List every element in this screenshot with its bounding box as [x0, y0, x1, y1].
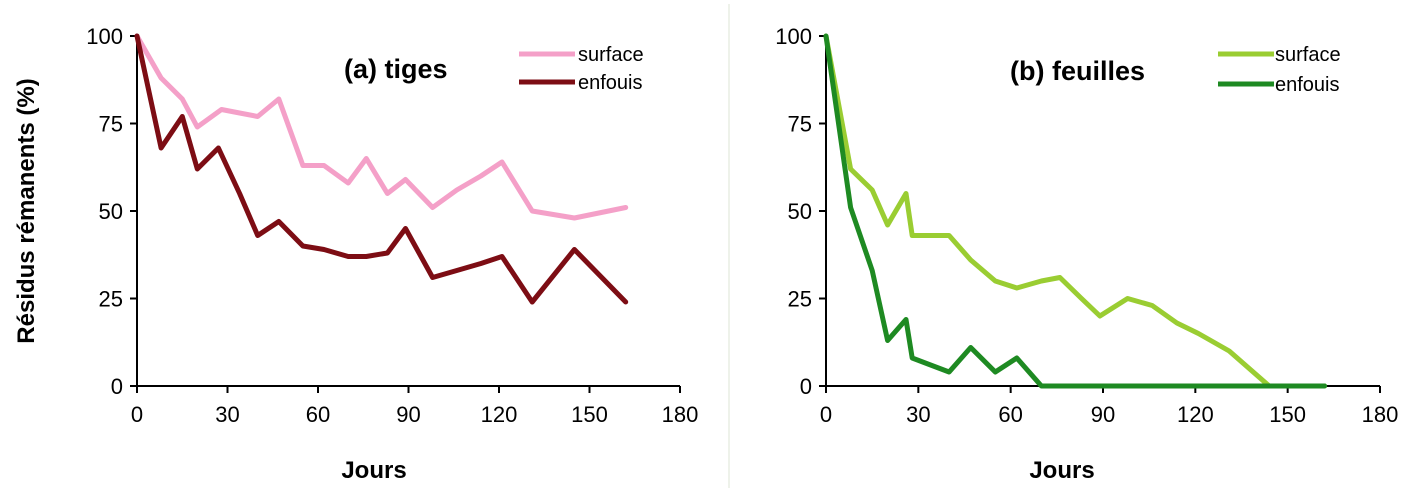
x-tick-label: 0 [820, 402, 832, 427]
y-tick-label: 25 [99, 287, 123, 312]
legend-label-enfouis: enfouis [1275, 74, 1340, 96]
x-tick-label: 180 [662, 402, 699, 427]
y-tick-label: 100 [86, 24, 123, 49]
series-line-surface [823, 33, 1328, 389]
x-tick-label: 60 [998, 402, 1022, 427]
x-tick-label: 120 [1177, 402, 1214, 427]
y-tick-label: 75 [788, 112, 812, 137]
series-line-enfouis [134, 33, 629, 305]
x-axis-label: Jours [1029, 457, 1094, 484]
x-tick-label: 90 [396, 402, 420, 427]
chart-panel-a: 0 25 50 75 100 0 30 60 90 120 150 180 Jours Résidus r… [4, 8, 726, 488]
y-tick-label: 75 [99, 112, 123, 137]
series-line-enfouis [823, 33, 1328, 389]
x-tick-label: 60 [306, 402, 330, 427]
panel-separator [728, 4, 730, 488]
x-tick-label: 30 [906, 402, 930, 427]
chart-title: (b) feuilles [1010, 56, 1145, 86]
x-tick-label: 120 [481, 402, 518, 427]
x-tick-label: 90 [1091, 402, 1115, 427]
chart-b: 0 25 50 75 100 0 30 60 90 120 150 180 Jours (b) feuil… [775, 24, 1399, 484]
x-axis-label: Jours [341, 457, 406, 484]
chart-a: 0 25 50 75 100 0 30 60 90 120 150 180 Jours Résidus r… [13, 24, 699, 484]
legend-label-enfouis: enfouis [578, 72, 643, 94]
legend-label-surface: surface [1275, 44, 1341, 66]
chart-title: (a) tiges [344, 54, 448, 84]
legend-label-surface: surface [578, 44, 644, 66]
y-tick-label: 25 [788, 287, 812, 312]
x-tick-label: 30 [215, 402, 239, 427]
y-tick-label: 0 [111, 374, 123, 399]
y-axis-label: Résidus rémanents (%) [13, 78, 40, 343]
y-tick-label: 50 [99, 199, 123, 224]
x-tick-label: 0 [131, 402, 143, 427]
x-tick-label: 150 [571, 402, 608, 427]
x-tick-label: 150 [1269, 402, 1306, 427]
y-tick-label: 50 [788, 199, 812, 224]
chart-panel-b: 0 25 50 75 100 0 30 60 90 120 150 180 Jours (b) feuil… [732, 8, 1403, 488]
y-tick-label: 0 [800, 374, 812, 399]
series-line-surface [134, 33, 629, 221]
x-tick-label: 180 [1362, 402, 1399, 427]
y-tick-label: 100 [775, 24, 812, 49]
